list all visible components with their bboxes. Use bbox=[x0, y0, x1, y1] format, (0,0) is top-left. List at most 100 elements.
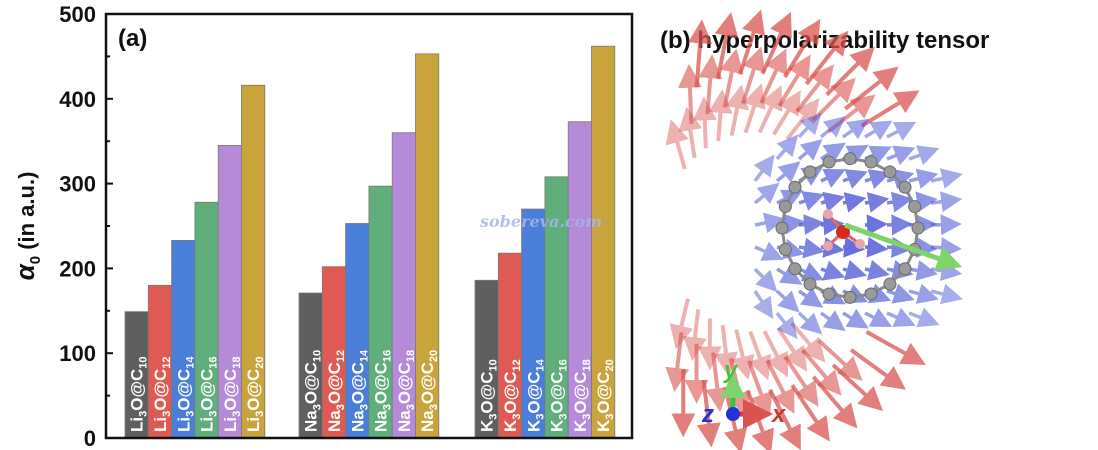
bar-label-part: 3 bbox=[138, 411, 150, 417]
field-arrow-inner bbox=[754, 241, 784, 261]
field-arrow-inner bbox=[797, 311, 823, 335]
field-arrow-outer bbox=[759, 48, 788, 104]
field-arrow-outer bbox=[748, 330, 772, 381]
bar-label-part: 18 bbox=[581, 359, 593, 371]
carbon-atom bbox=[843, 152, 857, 166]
bar-label-part: Na bbox=[325, 410, 344, 432]
bar-label-part: 3 bbox=[358, 404, 370, 410]
field-arrow-inner bbox=[775, 311, 798, 340]
field-arrow-outer bbox=[696, 379, 721, 448]
field-arrow-inner bbox=[908, 283, 939, 304]
field-arrow-inner bbox=[798, 262, 825, 282]
bar-label-part: Li bbox=[174, 417, 193, 432]
field-arrow-inner bbox=[864, 169, 891, 190]
field-arrow-inner bbox=[908, 145, 940, 166]
field-arrow-inner bbox=[864, 307, 893, 327]
carbon-atom bbox=[803, 165, 817, 179]
field-arrow-inner bbox=[841, 118, 870, 140]
ligand-atom bbox=[823, 209, 833, 219]
bar-label-part: 3 bbox=[511, 414, 523, 420]
field-arrow-inner bbox=[775, 289, 800, 313]
dipole-vector-arrow bbox=[844, 222, 963, 271]
y-tick-label: 200 bbox=[59, 256, 96, 281]
bar-label-part: O@C bbox=[151, 369, 170, 411]
vector-field bbox=[665, 9, 963, 450]
field-arrow-outer bbox=[777, 54, 811, 107]
bar-label: Na3O@C10 bbox=[302, 350, 324, 432]
bar-label: Li3O@C18 bbox=[221, 356, 243, 432]
field-arrow-outer bbox=[708, 89, 733, 142]
bar-label-part: 3 bbox=[208, 411, 220, 417]
bar-label: Li3O@C16 bbox=[198, 356, 220, 432]
bar-label-part: 14 bbox=[184, 356, 196, 369]
bar-label-part: K bbox=[548, 419, 567, 432]
bar-label-part: 3 bbox=[254, 411, 266, 417]
bar-label-part: O@C bbox=[348, 362, 367, 404]
field-arrow-outer bbox=[801, 348, 842, 396]
field-arrow-outer bbox=[795, 64, 835, 113]
bar-label-part: O@C bbox=[594, 372, 613, 414]
bar-label-part: O@C bbox=[418, 362, 437, 404]
y-axis-label-symbol: α bbox=[10, 262, 40, 280]
field-arrow-outer bbox=[849, 348, 906, 390]
field-arrow-outer bbox=[740, 46, 766, 105]
bar-label: Na3O@C14 bbox=[348, 349, 370, 432]
bar-label: Li3O@C20 bbox=[244, 356, 266, 432]
carbon-atom bbox=[864, 287, 878, 301]
bar-label-part: O@C bbox=[524, 372, 543, 414]
z-axis-letter: z bbox=[701, 401, 714, 428]
field-arrow-outer bbox=[669, 298, 694, 350]
field-arrow-inner bbox=[842, 259, 868, 281]
bar-label-part: 12 bbox=[511, 359, 523, 371]
bar-label-part: Na bbox=[395, 410, 414, 432]
field-arrow-inner bbox=[753, 154, 775, 183]
carbon-atom bbox=[788, 262, 802, 276]
field-arrow-outer bbox=[776, 327, 808, 372]
field-arrow-inner bbox=[930, 191, 963, 213]
field-arrow-outer bbox=[747, 360, 773, 418]
y-axis-label-subscript: 0 bbox=[27, 256, 44, 264]
field-arrow-outer bbox=[783, 355, 819, 407]
bar-label-part: 16 bbox=[382, 350, 394, 362]
field-arrow-outer bbox=[757, 85, 783, 134]
field-arrow-inner bbox=[930, 237, 962, 259]
bar-label-part: 10 bbox=[488, 359, 500, 371]
bar-label-part: Li bbox=[198, 417, 217, 432]
bar-label-part: O@C bbox=[128, 369, 147, 411]
bar-label-part: O@C bbox=[302, 362, 321, 404]
field-arrow-inner bbox=[842, 308, 869, 329]
y-tick-label: 100 bbox=[59, 341, 96, 366]
bar-label-part: K bbox=[501, 419, 520, 432]
x-axis-letter: x bbox=[770, 401, 787, 428]
field-arrow-inner bbox=[886, 236, 913, 258]
field-arrow-inner bbox=[930, 168, 963, 189]
panel-label-a: (a) bbox=[118, 25, 147, 52]
field-arrow-inner bbox=[864, 236, 889, 258]
carbon-atom bbox=[898, 180, 912, 194]
field-arrow-inner bbox=[753, 267, 778, 293]
field-arrow-outer bbox=[768, 388, 801, 450]
bar-label: K3O@C12 bbox=[501, 359, 523, 432]
bar-label-part: K bbox=[571, 419, 590, 432]
ligand-atom bbox=[823, 241, 833, 251]
bar-label-part: 20 bbox=[604, 359, 616, 371]
y-tick-label: 0 bbox=[84, 426, 96, 450]
bar-label-part: K bbox=[594, 419, 613, 432]
bar-label-part: 3 bbox=[405, 404, 417, 410]
field-arrow-inner bbox=[842, 169, 868, 189]
bar-label-part: 3 bbox=[604, 414, 616, 420]
axes-triad: x y z bbox=[701, 357, 787, 429]
field-arrow-outer bbox=[783, 18, 821, 78]
field-arrow-inner bbox=[798, 191, 825, 211]
y-axis-letter: y bbox=[723, 357, 739, 384]
field-arrow-inner bbox=[930, 283, 963, 305]
bar-chart: Li3O@C10Li3O@C12Li3O@C14Li3O@C16Li3O@C18… bbox=[10, 2, 634, 450]
bar-label: K3O@C10 bbox=[478, 359, 500, 432]
field-arrow-inner bbox=[753, 182, 780, 205]
y-tick-label: 400 bbox=[59, 87, 96, 112]
field-arrow-outer bbox=[762, 330, 789, 378]
carbon-atom bbox=[864, 155, 878, 169]
bar-label: Li3O@C10 bbox=[128, 356, 150, 432]
field-arrow-outer bbox=[677, 63, 702, 124]
carbon-atom bbox=[883, 165, 897, 179]
